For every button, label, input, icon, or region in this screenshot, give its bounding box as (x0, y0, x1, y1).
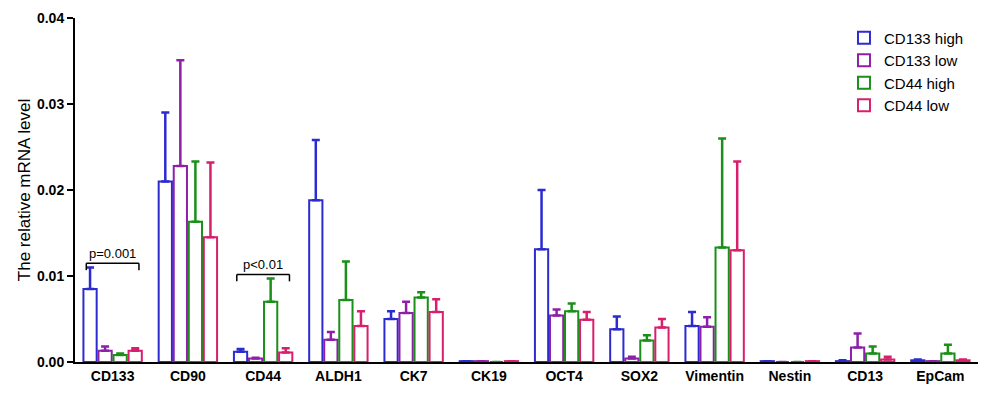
svg-text:p<0.01: p<0.01 (243, 257, 283, 272)
svg-text:CD133 high: CD133 high (884, 30, 963, 47)
svg-text:CD13: CD13 (847, 368, 883, 384)
svg-text:OCT4: OCT4 (545, 368, 583, 384)
svg-text:CD44 low: CD44 low (884, 97, 949, 114)
svg-text:Nestin: Nestin (768, 368, 811, 384)
svg-text:EpCam: EpCam (916, 368, 964, 384)
svg-text:Vimentin: Vimentin (685, 368, 744, 384)
svg-text:CD133: CD133 (91, 368, 135, 384)
svg-text:0.03: 0.03 (37, 96, 64, 112)
svg-text:p=0.001: p=0.001 (89, 246, 136, 261)
svg-text:0.01: 0.01 (37, 268, 64, 284)
svg-text:CD44: CD44 (245, 368, 281, 384)
svg-text:ALDH1: ALDH1 (315, 368, 362, 384)
svg-text:CK7: CK7 (400, 368, 428, 384)
svg-text:The relative mRNA level: The relative mRNA level (15, 99, 34, 281)
svg-text:CD44 high: CD44 high (884, 75, 955, 92)
svg-text:0.00: 0.00 (37, 354, 64, 370)
svg-text:CK19: CK19 (471, 368, 507, 384)
svg-text:CD133 low: CD133 low (884, 52, 958, 69)
svg-text:CD90: CD90 (170, 368, 206, 384)
svg-text:0.02: 0.02 (37, 182, 64, 198)
svg-text:SOX2: SOX2 (621, 368, 659, 384)
svg-text:0.04: 0.04 (37, 10, 64, 26)
